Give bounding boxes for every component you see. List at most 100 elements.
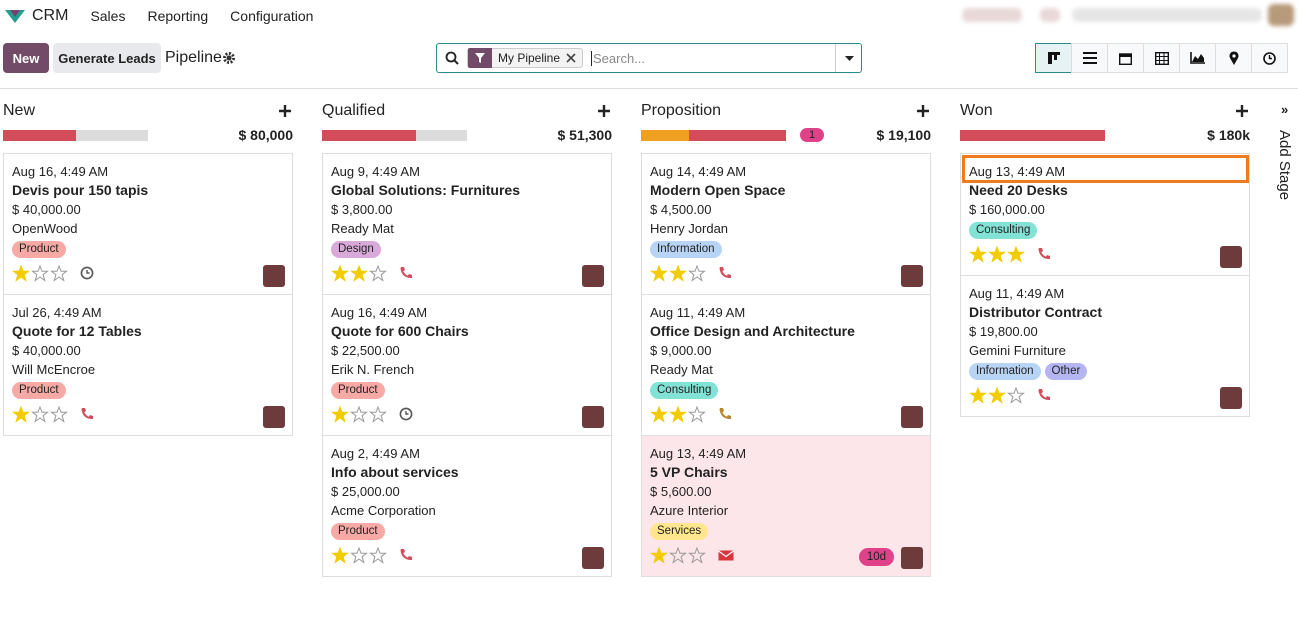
kanban-column: Qualified $ 51,300 Aug 9, 4:49 AM Global So… xyxy=(322,100,612,577)
card-footer xyxy=(331,401,603,427)
lead-card[interactable]: Aug 13, 4:49 AM Need 20 Desks $ 160,000.00… xyxy=(961,154,1249,276)
progress-segment[interactable] xyxy=(322,130,417,141)
star xyxy=(31,405,49,423)
filter-facet: My Pipeline xyxy=(467,48,584,68)
priority-stars[interactable] xyxy=(331,405,391,423)
facet-remove[interactable] xyxy=(566,53,576,63)
column-title: New xyxy=(3,102,36,119)
card-date: Aug 13, 4:49 AM xyxy=(969,164,1066,179)
activity-icon[interactable] xyxy=(718,407,734,422)
column-total: $ 51,300 xyxy=(557,127,613,143)
lead-card[interactable]: Aug 16, 4:49 AM Devis pour 150 tapis $ 40,… xyxy=(4,154,292,295)
clock-hands xyxy=(405,410,409,415)
add-card[interactable] xyxy=(279,105,291,117)
lead-card[interactable]: Aug 13, 4:49 AM 5 VP Chairs $ 5,600.00 Azur… xyxy=(642,436,930,577)
assignee-avatar xyxy=(1220,387,1242,409)
activity-icon[interactable] xyxy=(399,266,415,281)
column-header: Proposition xyxy=(641,100,931,122)
pivot-view[interactable] xyxy=(1143,43,1180,73)
filter-icon xyxy=(475,53,485,63)
column-header: Qualified xyxy=(322,100,612,122)
activity-icon[interactable] xyxy=(399,407,415,422)
lead-card[interactable]: Aug 11, 4:49 AM Distributor Contract $ 19,… xyxy=(961,276,1249,417)
priority-stars[interactable] xyxy=(650,264,710,282)
add-card[interactable] xyxy=(917,105,929,117)
systray xyxy=(1072,8,1262,22)
app-logo xyxy=(5,10,25,23)
priority-stars[interactable] xyxy=(650,546,710,564)
activity-icon[interactable] xyxy=(1037,247,1053,262)
search-bar[interactable]: My Pipeline Search... xyxy=(436,43,862,73)
progress-segment[interactable] xyxy=(3,130,76,141)
priority-stars[interactable] xyxy=(969,245,1029,263)
activity-icon[interactable] xyxy=(399,548,415,563)
phone-icon xyxy=(400,548,412,560)
priority-stars[interactable] xyxy=(331,546,391,564)
menu-item[interactable]: Reporting xyxy=(147,8,209,24)
progress-segment[interactable] xyxy=(960,130,1105,141)
priority-stars[interactable] xyxy=(12,405,72,423)
star xyxy=(969,386,987,404)
card-tags: Services xyxy=(650,523,922,540)
column-badge: 1 xyxy=(800,128,825,142)
fold-toggle[interactable]: » xyxy=(1281,102,1289,117)
assignee-avatar xyxy=(582,547,604,569)
activity-icon[interactable] xyxy=(80,407,96,422)
envelope-body xyxy=(718,550,734,560)
kanban-view[interactable] xyxy=(1035,43,1072,73)
add-card[interactable] xyxy=(598,105,610,117)
calendar-view[interactable] xyxy=(1107,43,1144,73)
lead-card[interactable]: Aug 11, 4:49 AM Office Design and Archite… xyxy=(642,295,930,436)
kanban-column: Proposition 1 $ 19,100 Aug 14, 4:49 AM Moder… xyxy=(641,100,931,577)
activity-view[interactable] xyxy=(1251,43,1288,73)
star xyxy=(12,405,30,423)
user-avatar[interactable] xyxy=(1268,4,1294,26)
card-amount: $ 160,000.00 xyxy=(969,202,1045,217)
card-amount: $ 40,000.00 xyxy=(12,202,81,217)
priority-stars[interactable] xyxy=(12,264,72,282)
progress-segment[interactable] xyxy=(416,130,467,141)
graph-view[interactable] xyxy=(1179,43,1216,73)
activity-icon[interactable] xyxy=(1037,388,1053,403)
priority-stars[interactable] xyxy=(650,405,710,423)
card-tags: Product xyxy=(331,523,603,540)
activity-icon[interactable] xyxy=(718,548,734,563)
add-stage[interactable]: Add Stage xyxy=(1276,130,1293,201)
lead-card[interactable]: Aug 9, 4:49 AM Global Solutions: Furnitur… xyxy=(323,154,611,295)
search-toggle[interactable] xyxy=(835,44,862,72)
tag: Information xyxy=(650,241,722,258)
card-title: Need 20 Desks xyxy=(969,182,1068,198)
menu-item[interactable]: Sales xyxy=(90,8,126,24)
add-card[interactable] xyxy=(1236,105,1248,117)
card-date: Aug 2, 4:49 AM xyxy=(331,446,420,461)
star xyxy=(650,405,668,423)
phone-icon xyxy=(81,407,93,419)
map-view[interactable] xyxy=(1215,43,1252,73)
progress-segment[interactable] xyxy=(688,130,786,141)
priority-stars[interactable] xyxy=(331,264,391,282)
lead-card[interactable]: Aug 2, 4:49 AM Info about services $ 25,00… xyxy=(323,436,611,577)
tag: Product xyxy=(331,523,385,540)
star xyxy=(31,264,49,282)
new-button[interactable]: New xyxy=(3,43,49,73)
progress-segment[interactable] xyxy=(641,130,689,141)
progress-segment[interactable] xyxy=(75,130,148,141)
activity-icon[interactable] xyxy=(718,266,734,281)
settings-icon[interactable] xyxy=(223,52,235,64)
lead-card[interactable]: Aug 16, 4:49 AM Quote for 600 Chairs $ 22,… xyxy=(323,295,611,436)
menu-item[interactable]: Configuration xyxy=(230,8,314,24)
tag: Consulting xyxy=(969,222,1038,239)
tag: Design xyxy=(331,241,381,258)
priority-stars[interactable] xyxy=(969,386,1029,404)
list-view[interactable] xyxy=(1071,43,1108,73)
card-tags: Consulting xyxy=(650,382,922,399)
phone-icon xyxy=(400,266,412,278)
app-name[interactable]: CRM xyxy=(32,7,69,24)
card-date: Aug 16, 4:49 AM xyxy=(331,305,428,320)
activity-icon[interactable] xyxy=(80,266,96,281)
lead-card[interactable]: Aug 14, 4:49 AM Modern Open Space $ 4,500.… xyxy=(642,154,930,295)
tag: Services xyxy=(650,523,709,540)
generate-leads-button[interactable]: Generate Leads xyxy=(53,43,161,73)
lead-card[interactable]: Jul 26, 4:49 AM Quote for 12 Tables $ 40,0… xyxy=(4,295,292,436)
search-input[interactable]: Search... xyxy=(591,51,646,66)
